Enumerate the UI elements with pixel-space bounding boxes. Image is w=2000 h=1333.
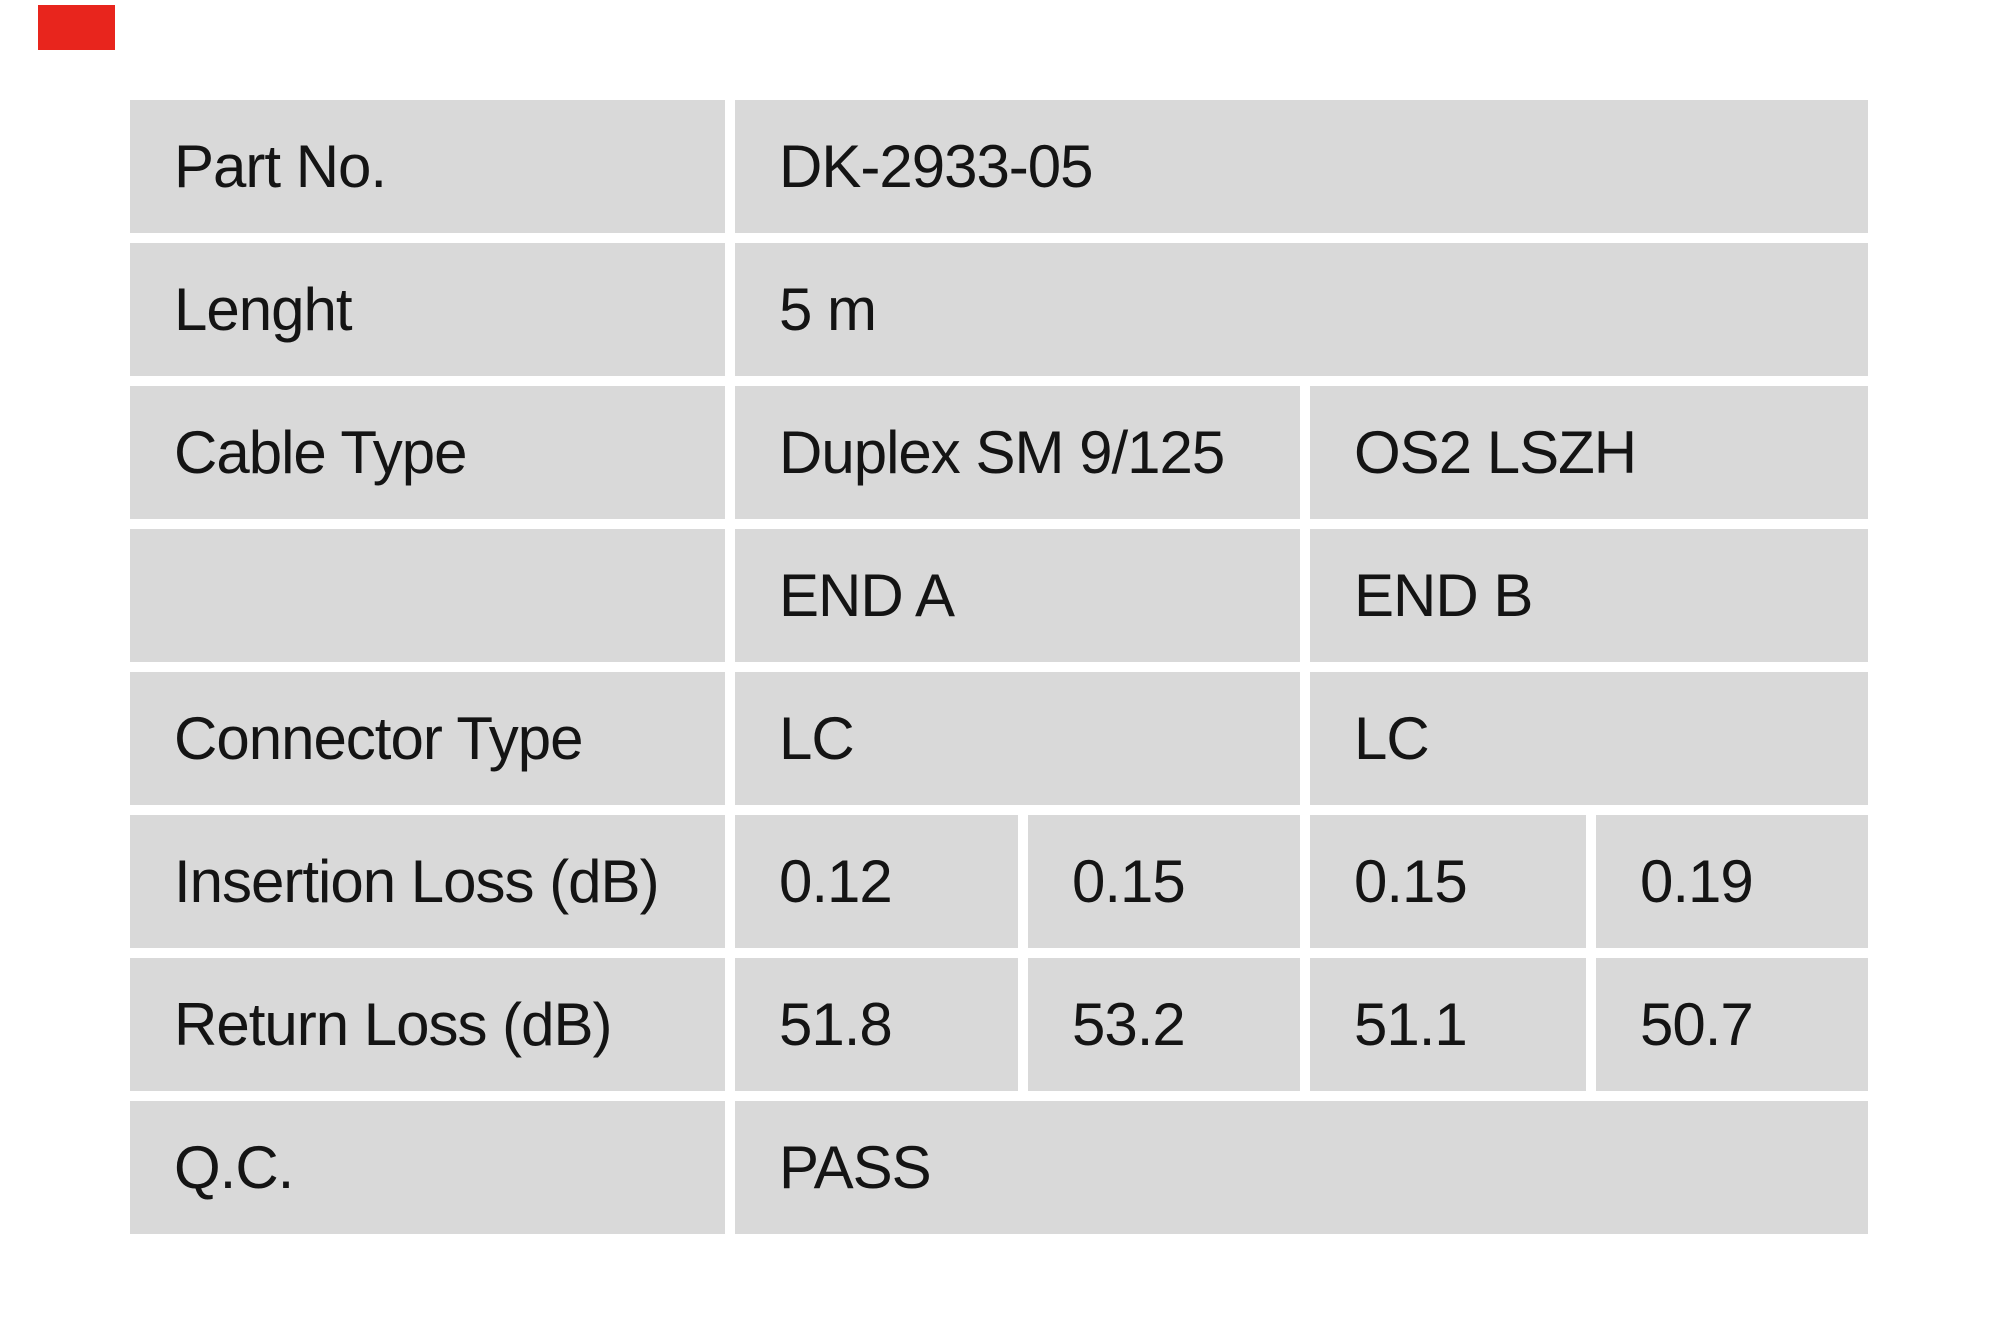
insertion-loss-end-a-2: 0.15 (1028, 815, 1300, 948)
end-b-header: END B (1310, 529, 1868, 662)
cable-type-value-2: OS2 LSZH (1310, 386, 1868, 519)
row-label-qc: Q.C. (130, 1101, 725, 1234)
row-label-length: Lenght (130, 243, 725, 376)
insertion-loss-end-b-2: 0.19 (1596, 815, 1868, 948)
return-loss-end-a-2: 53.2 (1028, 958, 1300, 1091)
insertion-loss-end-b-1: 0.15 (1310, 815, 1586, 948)
cable-type-value-1: Duplex SM 9/125 (735, 386, 1300, 519)
connector-type-end-b: LC (1310, 672, 1868, 805)
row-label-connector-type: Connector Type (130, 672, 725, 805)
return-loss-end-b-2: 50.7 (1596, 958, 1868, 1091)
red-corner-mark (38, 5, 115, 50)
row-label-cable-type: Cable Type (130, 386, 725, 519)
qc-value: PASS (735, 1101, 1868, 1234)
return-loss-end-a-1: 51.8 (735, 958, 1018, 1091)
part-no-value: DK-2933-05 (735, 100, 1868, 233)
row-label-return-loss: Return Loss (dB) (130, 958, 725, 1091)
row-label-part-no: Part No. (130, 100, 725, 233)
row-label-empty (130, 529, 725, 662)
return-loss-end-b-1: 51.1 (1310, 958, 1586, 1091)
length-value: 5 m (735, 243, 1868, 376)
row-label-insertion-loss: Insertion Loss (dB) (130, 815, 725, 948)
end-a-header: END A (735, 529, 1300, 662)
spec-table: Part No. DK-2933-05 Lenght 5 m Cable Typ… (130, 100, 1868, 1234)
connector-type-end-a: LC (735, 672, 1300, 805)
insertion-loss-end-a-1: 0.12 (735, 815, 1018, 948)
